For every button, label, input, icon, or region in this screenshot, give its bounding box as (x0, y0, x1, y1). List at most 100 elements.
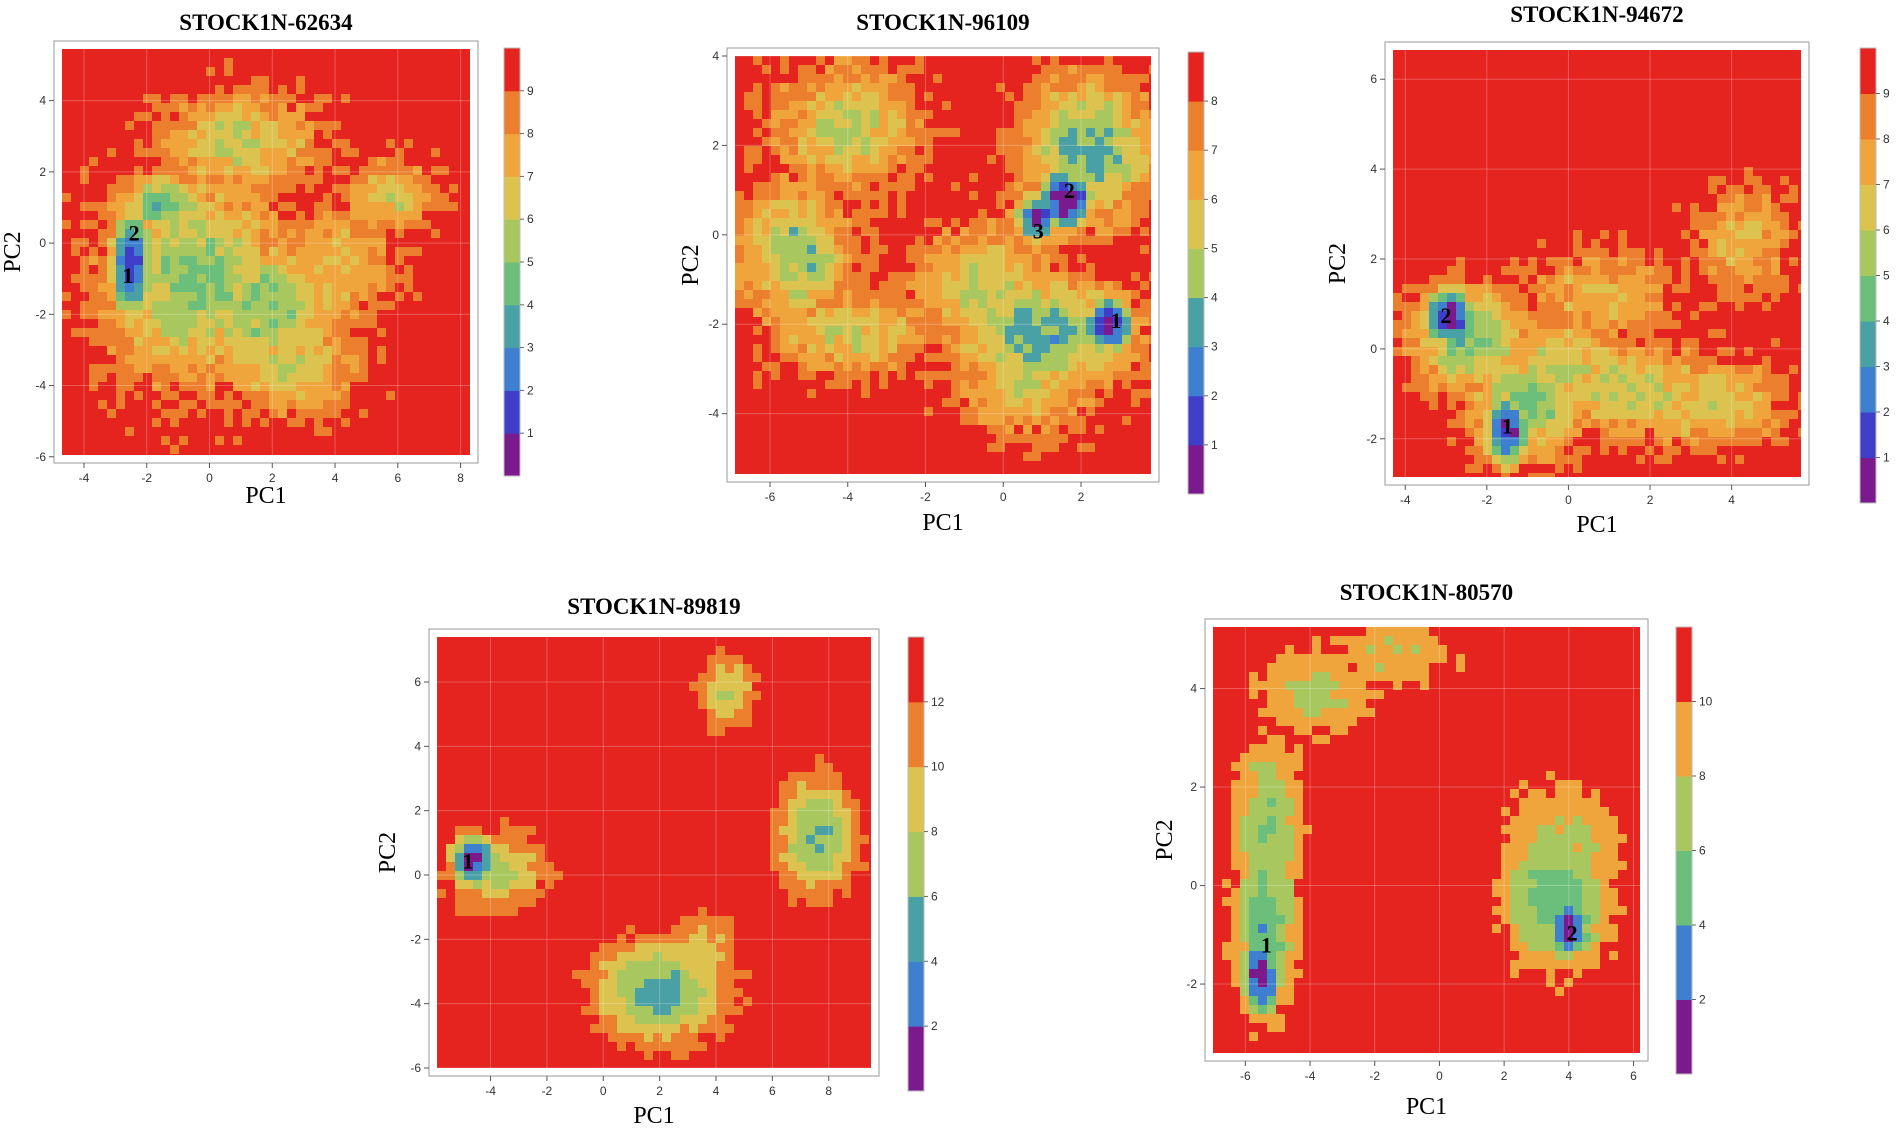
energy-cell (449, 202, 458, 211)
energy-cell (789, 83, 798, 92)
energy-cell (851, 826, 860, 835)
energy-cell (116, 292, 125, 301)
energy-cell (1438, 383, 1447, 392)
energy-cell (725, 934, 734, 943)
energy-cell (888, 308, 897, 317)
energy-cell (744, 92, 753, 101)
energy-cell (1086, 155, 1095, 164)
energy-cell (1032, 245, 1041, 254)
energy-cell (161, 319, 170, 328)
energy-cell (960, 245, 969, 254)
grid (62, 49, 470, 458)
energy-cell (1501, 437, 1510, 446)
energy-cell (269, 292, 278, 301)
energy-cell (1122, 209, 1131, 218)
energy-cell (1050, 299, 1059, 308)
energy-cell (1510, 969, 1519, 978)
energy-cell (924, 146, 933, 155)
energy-cell (1780, 221, 1789, 230)
energy-cell (1429, 347, 1438, 356)
energy-cell (824, 826, 833, 835)
energy-cell (206, 229, 215, 238)
energy-cell (807, 335, 816, 344)
energy-cell (1564, 816, 1573, 825)
energy-cell (287, 292, 296, 301)
energy-cell (1411, 320, 1420, 329)
energy-cell (1753, 419, 1762, 428)
energy-cell (807, 191, 816, 200)
energy-cell (590, 952, 599, 961)
energy-cell (833, 826, 842, 835)
colorbar-band (1188, 444, 1204, 495)
energy-cell (1528, 383, 1537, 392)
energy-cell (152, 400, 161, 409)
energy-cell (1131, 146, 1140, 155)
energy-cell (179, 400, 188, 409)
energy-cell (762, 308, 771, 317)
energy-cell (1492, 329, 1501, 338)
energy-cell (897, 272, 906, 281)
energy-cell (1258, 798, 1267, 807)
fel-panel-3: -4 -2 0 2 4-20246STOCK1N-94672PC1PC212123456… (1325, 2, 1890, 538)
energy-cell (1510, 437, 1519, 446)
colorbar-label: 3 (1211, 340, 1218, 354)
y-tick-label: 0 (39, 236, 46, 250)
energy-cell (1582, 248, 1591, 257)
energy-cell (924, 317, 933, 326)
energy-cell (1564, 852, 1573, 861)
energy-cell (762, 119, 771, 128)
energy-cell (1231, 861, 1240, 870)
energy-cell (215, 274, 224, 283)
energy-cell (1753, 293, 1762, 302)
energy-cell (1068, 155, 1077, 164)
energy-cell (242, 247, 251, 256)
energy-cell (1249, 816, 1258, 825)
energy-cell (464, 889, 473, 898)
energy-cell (188, 103, 197, 112)
energy-cell (1294, 807, 1303, 816)
energy-cell (386, 211, 395, 220)
energy-cell (1528, 392, 1537, 401)
energy-cell (1609, 320, 1618, 329)
energy-cell (1086, 353, 1095, 362)
energy-cell (1726, 401, 1735, 410)
energy-cell (1510, 906, 1519, 915)
energy-cell (960, 362, 969, 371)
colorbar-label: 12 (931, 695, 945, 709)
energy-cell (906, 245, 915, 254)
energy-cell (1654, 419, 1663, 428)
energy-cell (413, 175, 422, 184)
energy-cell (251, 328, 260, 337)
energy-cell (789, 191, 798, 200)
energy-cell (1050, 128, 1059, 137)
energy-cell (350, 355, 359, 364)
energy-cell (915, 308, 924, 317)
colorbar-band (1676, 925, 1692, 1000)
energy-cell (1474, 320, 1483, 329)
energy-cell (1285, 762, 1294, 771)
energy-cell (386, 274, 395, 283)
energy-cell (1276, 771, 1285, 780)
energy-cell (377, 256, 386, 265)
energy-cell (1573, 969, 1582, 978)
energy-cell (296, 382, 305, 391)
energy-cell (1447, 347, 1456, 356)
energy-cell (960, 308, 969, 317)
energy-cell (1032, 74, 1041, 83)
energy-cell (89, 310, 98, 319)
energy-cell (179, 274, 188, 283)
energy-cell (1735, 275, 1744, 284)
energy-cell (1672, 392, 1681, 401)
energy-cell (332, 247, 341, 256)
energy-cell (653, 1033, 662, 1042)
energy-cell (188, 265, 197, 274)
energy-cell (287, 337, 296, 346)
energy-cell (680, 1006, 689, 1015)
energy-cell (698, 979, 707, 988)
energy-cell (933, 326, 942, 335)
energy-cell (377, 274, 386, 283)
energy-cell (1627, 302, 1636, 311)
energy-cell (1573, 302, 1582, 311)
energy-cell (716, 952, 725, 961)
energy-cell (377, 202, 386, 211)
